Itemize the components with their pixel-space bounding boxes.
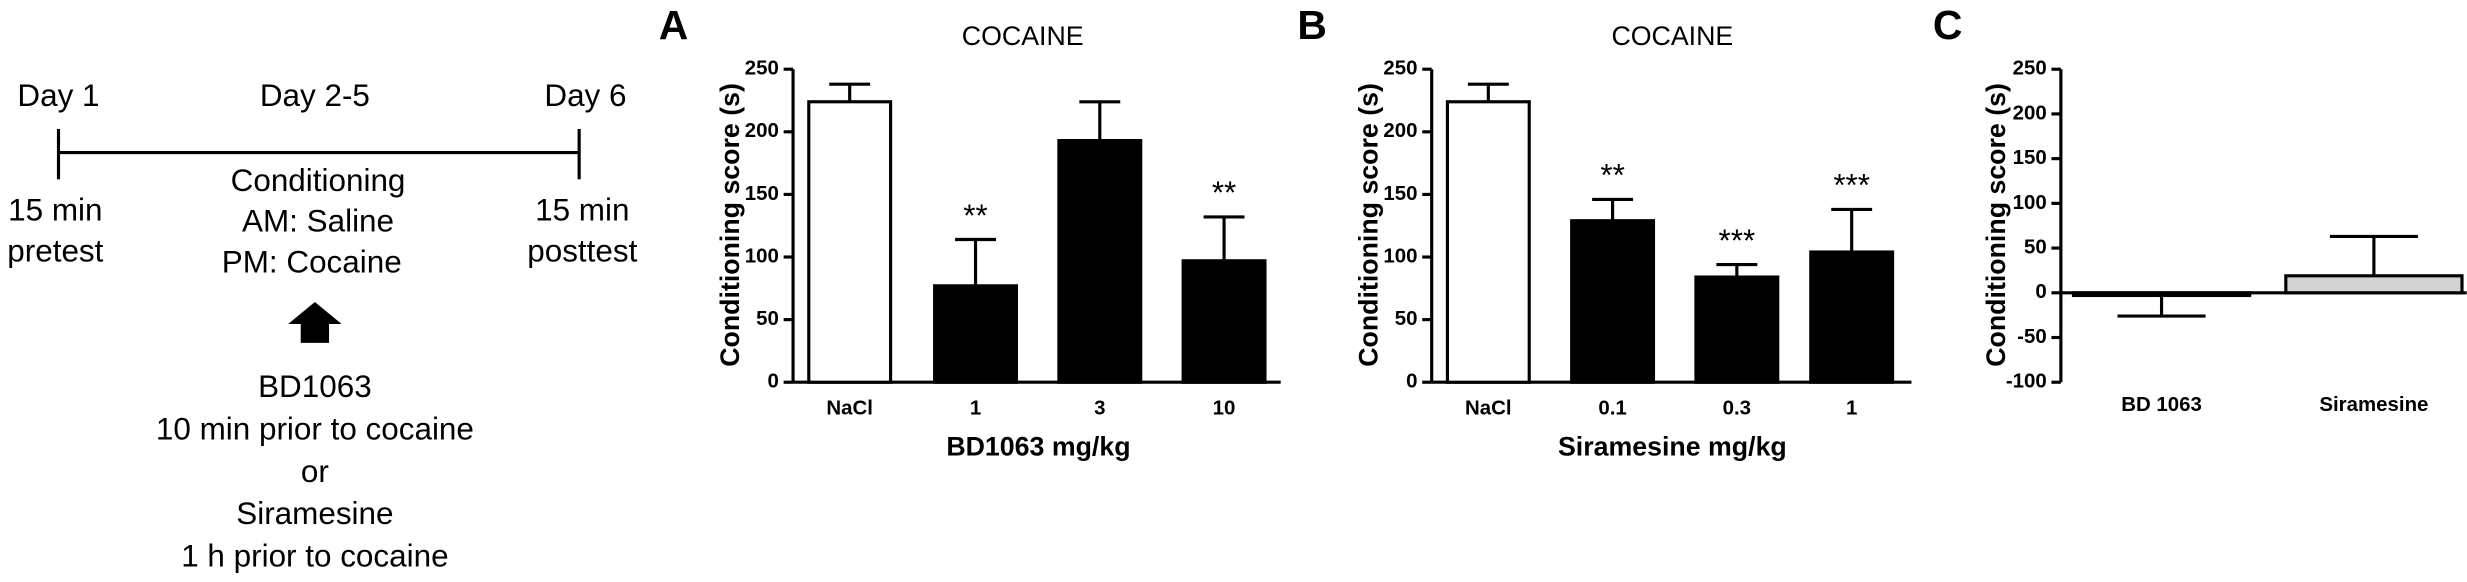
x-tick-label: 3 (1094, 396, 1105, 419)
panel-label: C (1933, 2, 1963, 48)
x-tick-label: NaCl (826, 396, 873, 419)
y-tick-label: 100 (1383, 244, 1417, 267)
y-tick-label: 50 (1395, 307, 1418, 330)
drug-text: BD1063 (258, 369, 372, 404)
significance-label: ** (1212, 175, 1236, 210)
bar (933, 284, 1019, 384)
bar (1809, 250, 1895, 384)
y-tick-label: 150 (745, 182, 779, 205)
post-text: 15 min (535, 193, 629, 228)
x-tick-label: 0.1 (1598, 396, 1626, 419)
conditioning-text: Conditioning (231, 163, 406, 198)
y-tick-label: 250 (745, 57, 779, 80)
x-tick-label: BD 1063 (2121, 393, 2202, 416)
y-axis-label: Conditioning score (s) (1353, 83, 1383, 367)
post-text: posttest (527, 234, 637, 269)
bar (1057, 139, 1143, 384)
x-tick-label: NaCl (1465, 396, 1512, 419)
panel-label: A (659, 2, 689, 48)
bar (2071, 291, 2252, 298)
x-axis-label: Siramesine mg/kg (1558, 431, 1787, 461)
arrow (288, 302, 342, 343)
day-label: Day 2-5 (260, 78, 370, 113)
drug-text: Siramesine (236, 496, 393, 531)
y-axis-label: Conditioning score (s) (1981, 83, 2011, 367)
x-tick-label: 0.3 (1723, 396, 1751, 419)
y-tick-label: 100 (2013, 191, 2047, 214)
x-axis-label: BD1063 mg/kg (946, 431, 1130, 461)
drug-text: 1 h prior to cocaine (181, 539, 448, 574)
y-tick-label: 200 (2013, 101, 2047, 124)
y-tick-label: 50 (2024, 235, 2047, 258)
y-tick-label: 150 (2013, 146, 2047, 169)
day-label: Day 6 (544, 78, 626, 113)
chart-title: COCAINE (1611, 21, 1733, 51)
y-tick-label: 150 (1383, 182, 1417, 205)
y-tick-label: 200 (1383, 119, 1417, 142)
y-tick-label: 200 (745, 119, 779, 142)
x-tick-label: 1 (1846, 396, 1857, 419)
timeline: Day 1 Day 2-5 Day 6 15 min pretest Condi… (7, 78, 637, 574)
y-tick-label: 0 (768, 370, 779, 393)
y-tick-label: -100 (2006, 370, 2047, 393)
y-tick-label: 0 (1406, 370, 1417, 393)
bar (1570, 219, 1656, 384)
bar (1445, 100, 1531, 384)
conditioning-text: AM: Saline (242, 204, 394, 239)
y-tick-label: 250 (1383, 57, 1417, 80)
pre-text: pretest (7, 234, 103, 269)
pre-text: 15 min (8, 193, 102, 228)
bar (1694, 275, 1780, 384)
y-tick-label: -50 (2017, 325, 2047, 348)
x-tick-label: 1 (970, 396, 981, 419)
y-tick-label: 0 (2035, 280, 2046, 303)
bar (1181, 259, 1267, 384)
significance-label: ** (963, 198, 987, 233)
y-tick-label: 250 (2013, 57, 2047, 80)
conditioning-text: PM: Cocaine (222, 245, 402, 280)
y-axis-label: Conditioning score (s) (715, 83, 745, 367)
significance-label: *** (1833, 168, 1870, 203)
x-tick-label: Siramesine (2319, 393, 2428, 416)
y-tick-label: 50 (756, 307, 779, 330)
drug-text: or (301, 454, 329, 489)
day-label: Day 1 (17, 78, 99, 113)
significance-label: *** (1718, 223, 1755, 258)
bar (2284, 274, 2464, 295)
x-tick-label: 10 (1213, 396, 1236, 419)
y-tick-label: 100 (745, 244, 779, 267)
chart-title: COCAINE (962, 21, 1084, 51)
significance-label: ** (1600, 158, 1624, 193)
drug-text: 10 min prior to cocaine (156, 411, 474, 446)
panel-label: B (1297, 2, 1327, 48)
bar (807, 100, 893, 384)
